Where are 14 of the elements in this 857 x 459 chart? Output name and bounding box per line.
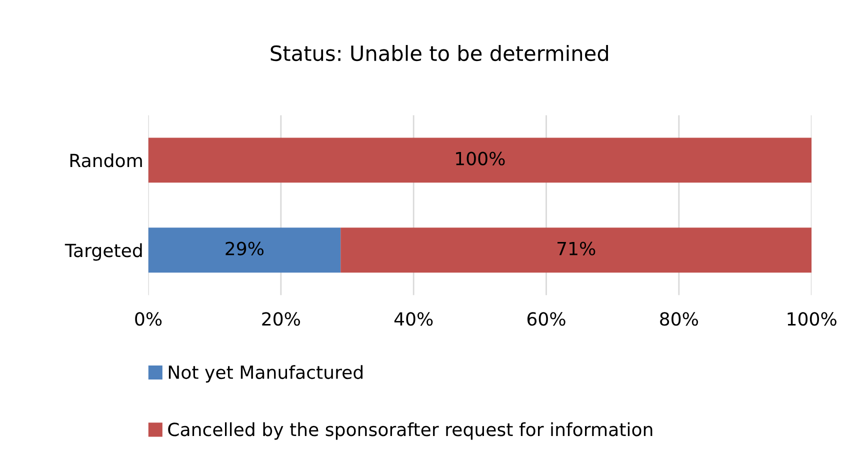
y-tick-label: Targeted	[64, 243, 142, 261]
data-label: 100%	[456, 152, 505, 166]
y-tick-label: Random	[70, 153, 142, 168]
x-tick-label: 60%	[527, 312, 566, 326]
x-tick-label: 20%	[262, 312, 300, 326]
legend-label: Not yet Manufactured	[168, 365, 362, 383]
x-tick-label: 80%	[660, 312, 698, 326]
chart-title: Status: Unable to be determined	[270, 45, 608, 62]
data-label: 71%	[558, 242, 596, 256]
data-label: 29%	[226, 242, 264, 256]
legend-label: Cancelled by the sponsorafter request for information	[168, 422, 652, 440]
x-tick-label: 100%	[788, 312, 836, 326]
x-tick-label: 0%	[135, 312, 162, 326]
x-tick-label: 40%	[394, 312, 433, 326]
